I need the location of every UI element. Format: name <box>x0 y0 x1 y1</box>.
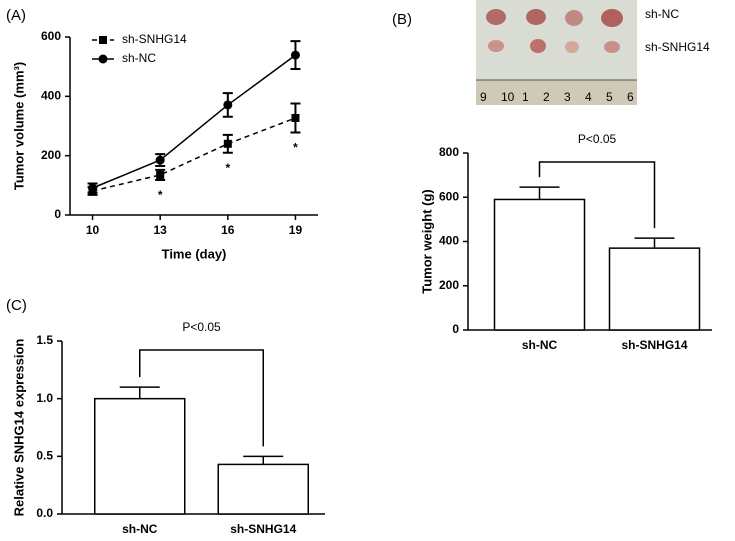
significance-bracket <box>139 349 264 447</box>
y-tick-label: 600 <box>439 189 459 203</box>
x-tick-label: sh-SNHG14 <box>230 522 296 536</box>
photo-label: sh-NC <box>645 7 679 21</box>
x-axis-label: Time (day) <box>162 246 227 261</box>
ruler-number: 2 <box>543 90 550 104</box>
error-bar <box>634 237 675 249</box>
y-tick-label: 400 <box>439 234 459 248</box>
marker <box>291 113 300 122</box>
bar <box>217 463 309 515</box>
tumor <box>565 41 579 53</box>
tumor <box>486 9 506 25</box>
marker <box>223 100 233 110</box>
y-tick-label: 1.5 <box>36 333 53 347</box>
photo-label: sh-SNHG14 <box>645 40 710 54</box>
y-tick-label: 0.5 <box>36 449 53 463</box>
tumor <box>526 9 546 25</box>
y-tick-label: 0 <box>54 207 61 221</box>
ruler-number: 4 <box>585 90 592 104</box>
legend-marker <box>99 36 107 44</box>
significance-star: * <box>225 161 230 175</box>
x-tick-label: 19 <box>289 223 303 237</box>
marker <box>156 170 165 179</box>
y-tick-label: 0 <box>452 322 459 336</box>
ruler <box>476 80 637 105</box>
y-tick-label: 800 <box>439 145 459 159</box>
series-line <box>92 117 296 192</box>
tumor <box>530 39 546 53</box>
y-tick-label: 1.0 <box>36 391 53 405</box>
y-axis-label: Relative SNHG14 expression <box>11 339 26 517</box>
error-bar <box>119 386 160 399</box>
marker <box>88 183 98 193</box>
marker <box>290 50 300 60</box>
series-line <box>92 54 296 189</box>
x-tick-label: 16 <box>221 223 235 237</box>
bar <box>493 198 586 331</box>
y-tick-label: 400 <box>41 89 61 103</box>
legend-label: sh-NC <box>122 51 156 65</box>
bar <box>94 397 186 515</box>
y-tick-label: 0.0 <box>36 506 53 520</box>
significance-star: * <box>293 141 298 155</box>
ruler-number: 10 <box>501 90 515 104</box>
y-tick-label: 600 <box>41 29 61 43</box>
tumor <box>488 40 504 52</box>
y-tick-label: 200 <box>41 148 61 162</box>
x-tick-label: sh-NC <box>522 338 558 352</box>
tumor-photo <box>476 0 637 105</box>
x-tick-label: 10 <box>86 223 100 237</box>
significance-bracket <box>538 161 656 229</box>
marker <box>155 155 165 165</box>
p-value: P<0.05 <box>578 132 617 146</box>
tumor <box>604 41 620 53</box>
tumor <box>565 10 583 26</box>
legend-marker <box>98 54 108 64</box>
y-tick-label: 200 <box>439 278 459 292</box>
ruler-number: 1 <box>522 90 529 104</box>
bar <box>608 247 701 331</box>
y-axis-label: Tumor weight (g) <box>419 189 434 293</box>
panel-label: (B) <box>392 11 412 28</box>
x-tick-label: 13 <box>154 223 168 237</box>
ruler-number: 9 <box>480 90 487 104</box>
x-tick-label: sh-NC <box>122 522 158 536</box>
ruler-number: 3 <box>564 90 571 104</box>
error-bar <box>243 455 284 465</box>
ruler-number: 6 <box>627 90 634 104</box>
panel-label: (A) <box>6 7 26 24</box>
y-axis-label: Tumor volume (mm³) <box>11 62 26 190</box>
tumor <box>601 9 623 27</box>
ruler-number: 5 <box>606 90 613 104</box>
p-value: P<0.05 <box>182 320 221 334</box>
panel-label: (C) <box>6 297 27 314</box>
x-tick-label: sh-SNHG14 <box>621 338 687 352</box>
significance-star: * <box>158 188 163 202</box>
marker <box>223 139 232 148</box>
error-bar <box>519 186 560 200</box>
legend-label: sh-SNHG14 <box>122 32 187 46</box>
